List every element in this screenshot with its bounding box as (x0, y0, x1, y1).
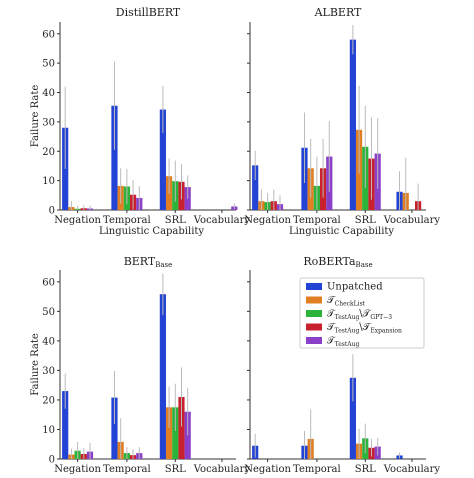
legend-label-1: 𝒯CheckList (327, 295, 366, 308)
panel-title-main: BERT (124, 255, 156, 268)
panel-title-main: DistillBERT (116, 6, 181, 19)
y-axis-label: Failure Rate (30, 85, 41, 148)
legend-label-3: 𝒯TestAug\𝒯Expansion (327, 322, 402, 335)
legend-swatch-1 (306, 296, 322, 304)
x-tick-label-temporal: Temporal (293, 215, 341, 226)
chart-panel-1: ALBERT Negation Temporal SRL VocabularyLingu… (244, 6, 440, 237)
x-tick-label-negation: Negation (244, 215, 291, 226)
panel-title-sub: Base (155, 261, 172, 269)
x-tick-label-srl: SRL (165, 215, 186, 226)
legend-label-part: TestAug (335, 328, 360, 335)
y-tick-label: 60 (42, 29, 55, 40)
legend-label-part: \𝒯 (359, 322, 371, 333)
bar-negation-series-0 (62, 391, 69, 459)
legend-label-part: 𝒯 (327, 295, 336, 306)
legend-label-part: TestAug (335, 314, 360, 321)
x-axis-label: Linguistic Capability (99, 226, 204, 237)
x-tick-label-temporal: Temporal (293, 464, 341, 474)
bar-temporal-series-0 (111, 397, 118, 459)
legend-label-part: GPT−3 (370, 314, 392, 321)
bar-srl-series-2 (172, 407, 179, 459)
legend-label-part: CheckList (335, 301, 366, 308)
legend-label-part: TestAug (335, 341, 360, 348)
x-axis-label: Linguistic Capability (289, 226, 394, 237)
bar-srl-series-0 (349, 39, 356, 210)
y-tick-label: 30 (42, 117, 55, 128)
legend-label-2: 𝒯TestAug\𝒯GPT−3 (327, 309, 392, 322)
legend-label-part: Expansion (370, 328, 402, 335)
legend-label-part: 𝒯 (327, 322, 336, 333)
chart-panel-2: BERTBase 0 10 20 30 40 50 60 Negation Temporal SRL… (30, 255, 251, 478)
panel-title: DistillBERT (116, 6, 181, 19)
bar-srl-series-1 (165, 407, 173, 459)
legend-swatch-0 (306, 283, 322, 290)
bar-temporal-series-0 (111, 105, 118, 210)
bar-srl-series-0 (349, 377, 356, 459)
x-tick-label-negation: Negation (54, 464, 101, 474)
x-tick-label-temporal: Temporal (103, 464, 151, 474)
y-tick-label: 20 (42, 147, 55, 158)
y-tick-label: 20 (42, 395, 55, 406)
y-axis-label: Failure Rate (30, 333, 41, 396)
legend-box (299, 277, 425, 349)
y-tick-label: 60 (42, 277, 55, 288)
bar-srl-series-3 (178, 396, 185, 459)
y-tick-label: 50 (42, 59, 55, 70)
y-tick-label: 0 (49, 206, 55, 217)
y-tick-label: 40 (42, 88, 55, 99)
panel-title: RoBERTaBase (303, 255, 372, 269)
bar-negation-series-0 (252, 165, 259, 210)
chart-panel-0: DistillBERT 0 10 20 30 40 50 60 Negation Temporal… (30, 6, 250, 237)
panel-title-main: RoBERTa (303, 255, 356, 268)
x-tick-label-srl: SRL (165, 464, 186, 474)
legend-swatch-3 (306, 323, 322, 331)
legend-swatch-4 (306, 337, 322, 344)
y-tick-label: 10 (42, 425, 55, 436)
bar-srl-series-0 (159, 109, 166, 210)
panel-title-main: ALBERT (314, 6, 362, 19)
x-tick-label-vocabulary: Vocabulary (383, 464, 441, 474)
legend-label-4: 𝒯TestAug (327, 336, 359, 349)
panel-title: BERTBase (124, 255, 173, 269)
x-tick-label-vocabulary: Vocabulary (193, 215, 251, 226)
y-tick-label: 10 (42, 176, 55, 187)
panel-title-sub: Base (356, 261, 373, 269)
x-tick-label-vocabulary: Vocabulary (383, 215, 441, 226)
x-tick-label-srl: SRL (355, 464, 376, 474)
x-tick-label-srl: SRL (355, 215, 376, 226)
bar-srl-series-0 (159, 294, 166, 459)
legend-swatch-2 (306, 310, 322, 317)
y-tick-label: 40 (42, 336, 55, 347)
y-tick-label: 30 (42, 366, 55, 377)
x-tick-label-temporal: Temporal (103, 215, 151, 226)
legend-label-part: \𝒯 (359, 309, 371, 320)
legend-label-part: 𝒯 (327, 309, 336, 320)
legend-label-part: 𝒯 (327, 336, 336, 347)
y-tick-label: 0 (49, 455, 55, 466)
x-tick-label-negation: Negation (244, 464, 291, 474)
x-tick-label-negation: Negation (54, 215, 101, 226)
legend-label-part: Unpatched (327, 282, 383, 293)
x-tick-label-vocabulary: Vocabulary (193, 464, 251, 474)
legend-label-0: Unpatched (327, 282, 383, 293)
y-tick-label: 50 (42, 307, 55, 318)
panel-title: ALBERT (314, 6, 362, 19)
legend: Unpatched𝒯CheckList𝒯TestAug\𝒯GPT−3𝒯TestA… (299, 277, 425, 349)
